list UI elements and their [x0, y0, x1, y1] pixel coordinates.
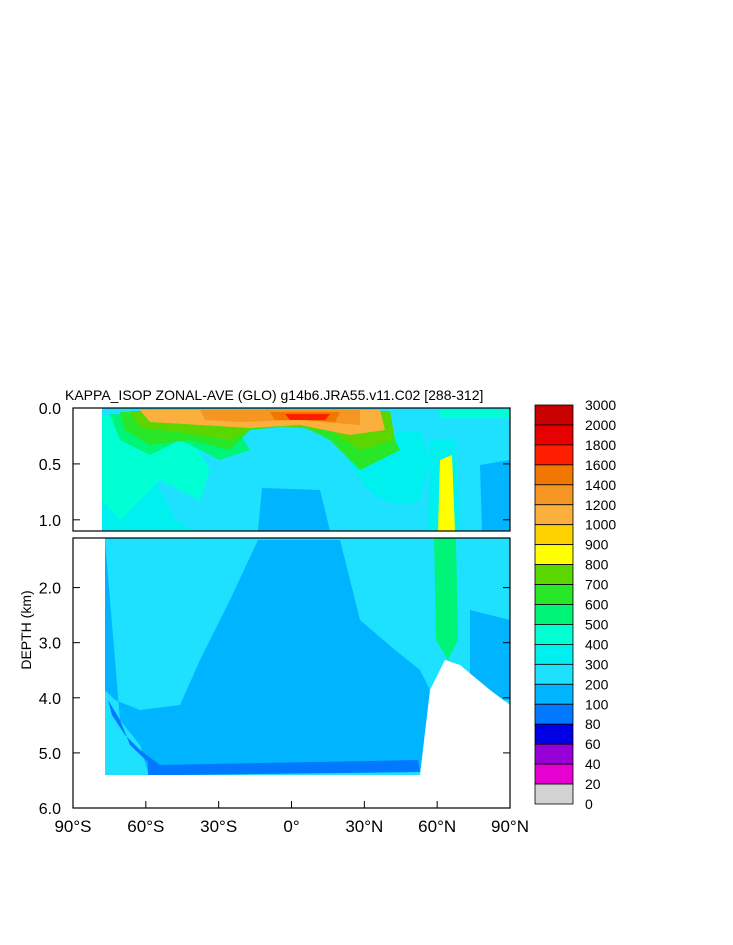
upper-region-surface-arctic	[440, 410, 510, 418]
colorbar-label: 700	[585, 577, 609, 593]
upper-region-tropic-200	[258, 488, 330, 531]
y-tick-label-lower: 2.0	[39, 581, 61, 598]
lower-north-200	[470, 610, 510, 700]
colorbar-swatch	[534, 644, 574, 665]
colorbar-label: 100	[585, 696, 609, 712]
colorbar-swatch	[534, 663, 574, 685]
lower-panel	[73, 538, 510, 808]
colorbar-swatch	[534, 584, 574, 605]
colorbar-swatch	[534, 504, 574, 526]
lower-bottom-200-south	[105, 540, 430, 775]
x-tick-label: 60°S	[127, 817, 164, 836]
colorbar-label: 0	[585, 796, 593, 812]
colorbar-swatch	[534, 783, 574, 805]
x-tick-label: 60°N	[418, 817, 456, 836]
y-tick-label-upper: 0.5	[39, 457, 61, 474]
upper-panel-frame	[72, 407, 511, 532]
x-tick-label: 90°N	[491, 817, 529, 836]
colorbar-label: 60	[585, 736, 601, 752]
x-tick-label: 90°S	[54, 817, 91, 836]
colorbar-swatch	[534, 604, 574, 625]
upper-region-2000	[285, 414, 330, 420]
colorbar-swatch	[534, 524, 574, 546]
colorbar-swatch	[534, 723, 574, 745]
lower-seafloor-gap	[420, 660, 510, 808]
colorbar-label: 1800	[585, 437, 616, 453]
colorbar-swatch	[534, 703, 574, 725]
y-tick-label-upper: 1.0	[39, 513, 61, 530]
upper-panel	[73, 408, 510, 531]
y-tick-label-upper: 0.0	[39, 401, 61, 418]
colorbar-label: 80	[585, 716, 601, 732]
chart-title: KAPPA_ISOP ZONAL-AVE (GLO) g14b6.JRA55.v…	[65, 387, 483, 403]
colorbar-swatch	[534, 484, 574, 506]
colorbar: 3000200018001600140012001000900800700600…	[534, 397, 616, 812]
y-axis-label: DEPTH (km)	[18, 590, 34, 669]
colorbar-swatch	[534, 743, 574, 765]
colorbar-label: 500	[585, 616, 609, 632]
colorbar-swatch	[534, 444, 574, 466]
colorbar-label: 600	[585, 597, 609, 613]
upper-region-north-200	[480, 460, 510, 531]
colorbar-label: 40	[585, 756, 601, 772]
colorbar-swatch	[534, 564, 574, 585]
upper-land-left	[73, 408, 102, 531]
colorbar-swatch	[534, 683, 574, 705]
y-tick-label-lower: 4.0	[39, 691, 61, 708]
colorbar-label: 900	[585, 537, 609, 553]
y-tick-label-lower: 6.0	[39, 801, 61, 818]
colorbar-label: 3000	[585, 397, 616, 413]
colorbar-label: 1600	[585, 457, 616, 473]
upper-region-north-yellow	[438, 455, 455, 531]
colorbar-swatch	[534, 464, 574, 486]
colorbar-label: 1400	[585, 477, 616, 493]
colorbar-label: 400	[585, 636, 609, 652]
y-tick-label-lower: 3.0	[39, 636, 61, 653]
axes-group: 90°S 60°S 30°S 0° 30°N 60°N 90°N 0.0 0.5 1.0 2.0 3.…	[39, 401, 529, 836]
colorbar-label: 1000	[585, 517, 616, 533]
y-tick-label-lower: 5.0	[39, 746, 61, 763]
colorbar-label: 300	[585, 656, 609, 672]
colorbar-swatch	[534, 424, 574, 446]
colorbar-label: 200	[585, 676, 609, 692]
x-tick-label: 30°S	[200, 817, 237, 836]
colorbar-swatch	[534, 544, 574, 566]
lower-bottom-100	[108, 700, 420, 775]
colorbar-swatch	[534, 404, 574, 426]
colorbar-label: 2000	[585, 417, 616, 433]
x-tick-label: 0°	[283, 817, 299, 836]
colorbar-swatch	[534, 763, 574, 785]
colorbar-label: 800	[585, 557, 609, 573]
colorbar-swatch	[534, 624, 574, 645]
colorbar-label: 1200	[585, 497, 616, 513]
lower-north-green-column	[434, 538, 458, 660]
colorbar-label: 20	[585, 776, 601, 792]
lower-land-left	[73, 538, 105, 808]
x-tick-label: 30°N	[345, 817, 383, 836]
